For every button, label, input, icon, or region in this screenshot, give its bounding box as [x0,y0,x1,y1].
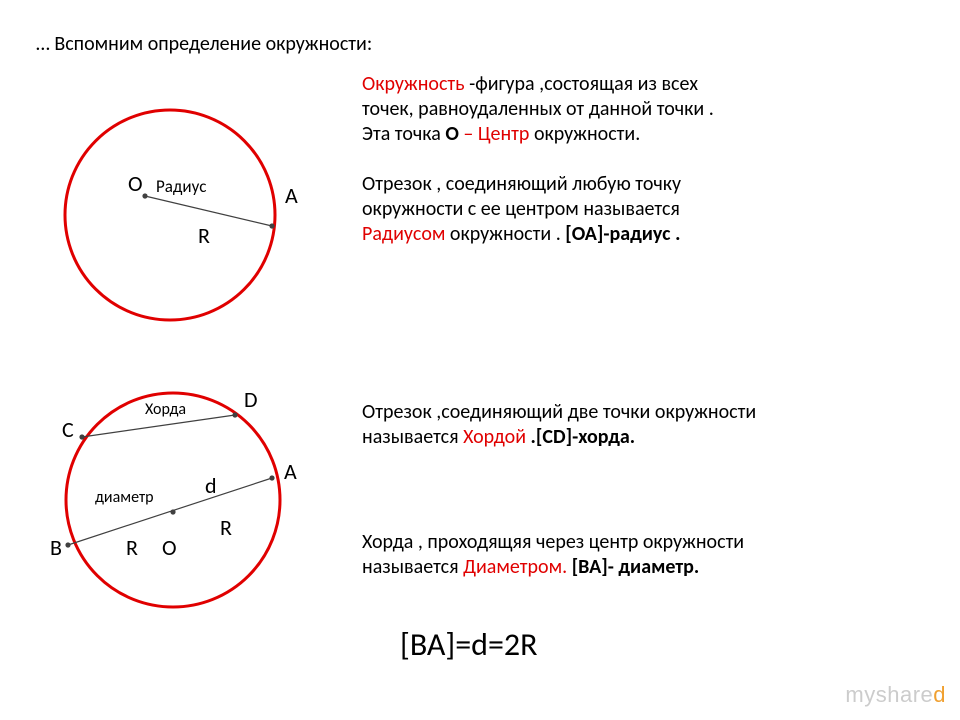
diagram-circle-2 [0,0,340,720]
label-r-left: R [126,534,138,561]
term-diameter: Диаметром. [463,555,567,579]
watermark-b: d [933,682,946,707]
label-chord-word: Хорда [145,400,186,419]
def-l3b: О [445,122,459,146]
watermark: myshared [845,682,946,708]
label-diameter-word: диаметр [95,488,154,507]
label-b: В [50,534,62,561]
term-okruzhnost: Окружность [362,72,465,96]
label-a-2: А [284,458,297,485]
point-a2 [269,475,274,480]
chord-l2a: называется [362,425,463,449]
chord-l1: Отрезок ,соединяющий две точки окружност… [362,400,922,425]
rad-l3c: [ОА]-радиус . [565,222,680,246]
label-r-right: R [220,514,232,541]
watermark-a: myshare [845,682,933,707]
definition-chord: Отрезок ,соединяющий две точки окружност… [362,400,922,450]
definition-circle: Окружность -фигура ,состоящая из всех то… [362,72,922,147]
definition-radius: Отрезок , соединяющий любую точку окружн… [362,172,922,247]
point-b [65,542,70,547]
formula-diameter: [ВА]=d=2R [400,625,538,664]
term-chord: Хордой [463,425,526,449]
rad-l2: окружности с ее центром называется [362,197,922,222]
label-c: С [62,416,74,443]
def-l2: точек, равноудаленных от данной точки . [362,97,922,122]
def-l3a: Эта точка [362,122,445,146]
label-d-pt: D [244,386,258,413]
def-l1b: -фигура ,состоящая из всех [469,72,698,96]
label-d-small: d [205,472,217,499]
def-l3d: Центр [478,122,530,146]
label-o-2: О [162,534,177,561]
diam-l1: Хорда , проходящяя через центр окружност… [362,530,922,555]
term-radius: Радиусом [362,222,445,246]
rad-l1: Отрезок , соединяющий любую точку [362,172,922,197]
point-d [232,412,237,417]
point-o2 [170,509,175,514]
diam-l2a: называется [362,555,463,579]
chord-l2c: .[СD]-хорда. [531,425,636,449]
point-c [79,434,84,439]
def-l3e: окружности. [534,122,640,146]
rad-l3b: окружности . [450,222,561,246]
def-l3c: – [463,122,477,146]
definition-diameter: Хорда , проходящяя через центр окружност… [362,530,922,580]
diam-l2c: [ВА]- диаметр. [572,555,700,579]
